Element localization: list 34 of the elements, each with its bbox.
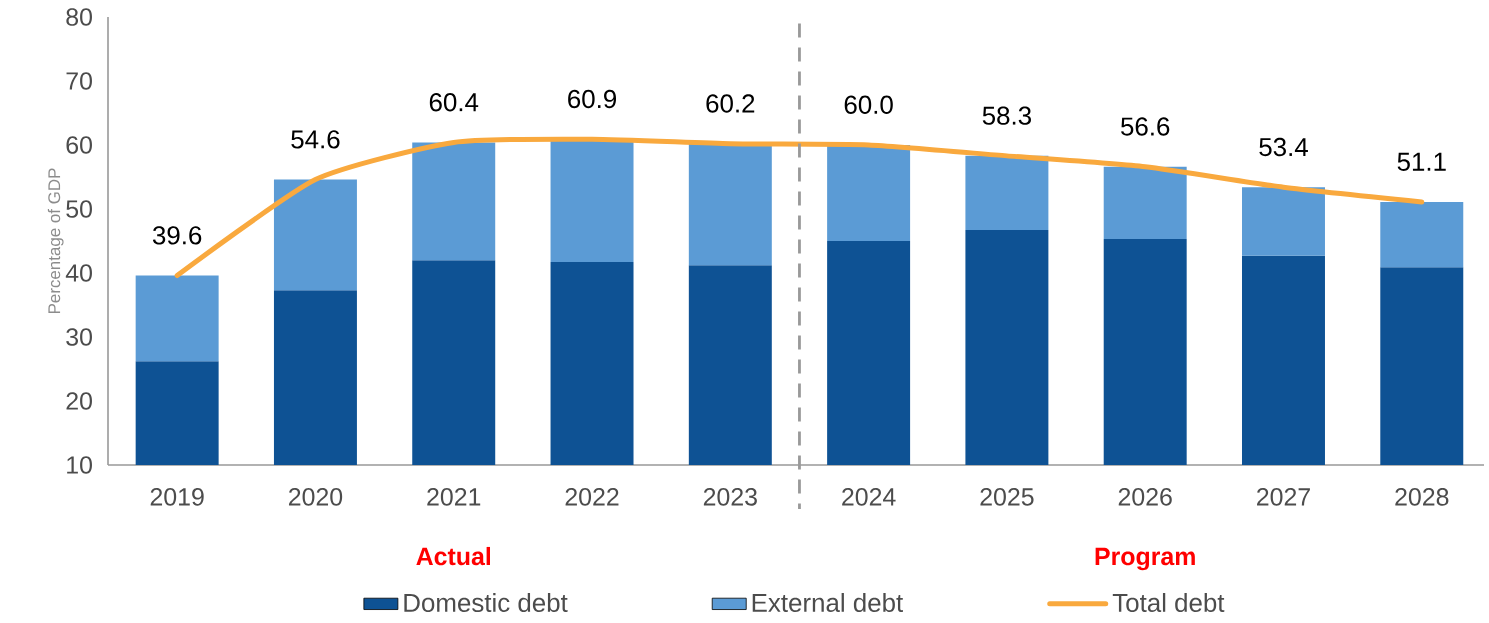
y-tick-label: 30 [66, 328, 92, 346]
y-tick-label: 80 [66, 8, 92, 26]
y-tick-label: 60 [66, 136, 92, 154]
data-label: 60.2 [706, 94, 755, 113]
x-tick-label: 2025 [980, 488, 1034, 506]
data-label: 54.6 [291, 130, 340, 149]
y-tick-label: 20 [66, 392, 92, 410]
y-tick-label: 70 [66, 72, 92, 90]
x-tick-label: 2020 [288, 488, 343, 506]
x-tick-label: 2028 [1395, 488, 1449, 506]
data-label: 51.1 [1397, 152, 1446, 172]
x-tick-label: 2022 [565, 488, 619, 506]
data-label: 60.4 [429, 93, 479, 112]
legend-label: Domestic debt [404, 593, 568, 613]
data-label: 58.3 [982, 106, 1031, 125]
x-tick-label: 2019 [150, 488, 204, 506]
data-label: 60.0 [844, 95, 893, 115]
y-tick-label: 40 [65, 264, 92, 282]
y-tick-label: 10 [67, 456, 92, 474]
x-tick-label: 2027 [1257, 488, 1310, 506]
legend-label: External debt [752, 593, 903, 613]
legend-label: Total debt [1112, 593, 1225, 613]
x-tick-label: 2026 [1118, 488, 1172, 506]
text: Actual [416, 547, 491, 566]
x-tick-label: 2024 [842, 488, 896, 506]
data-label: 39.6 [152, 226, 202, 245]
x-tick-label: 2021 [427, 488, 481, 506]
y-axis-title: Percentage of GDP [47, 168, 64, 314]
x-tick-label: 2023 [703, 488, 757, 506]
text: Program [1095, 548, 1195, 571]
data-label: 60.9 [568, 89, 617, 109]
data-label: 53.4 [1259, 137, 1308, 157]
y-tick-label: 50 [66, 200, 92, 218]
data-label: 56.6 [1121, 117, 1170, 136]
